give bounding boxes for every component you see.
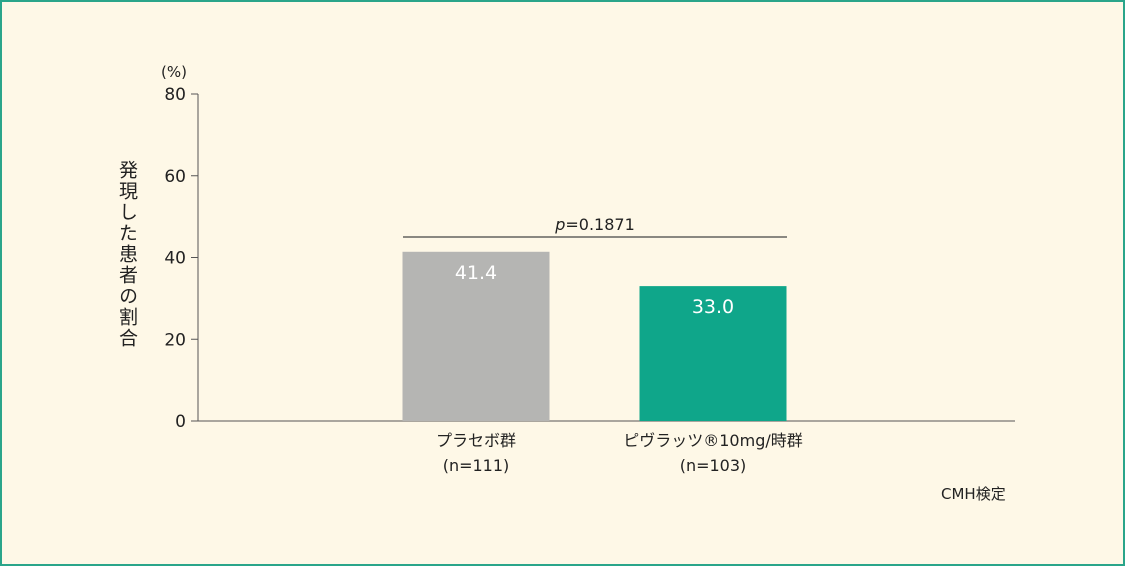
- y-unit-label: (%): [161, 63, 187, 81]
- category-label: プラセボ群: [436, 431, 516, 450]
- category-label: ピヴラッツ®10mg/時群: [623, 431, 803, 450]
- y-tick-label: 60: [164, 167, 186, 187]
- bar: [402, 251, 550, 421]
- pvalue-value: =0.1871: [565, 215, 634, 234]
- y-tick-label: 80: [164, 85, 186, 105]
- test-method-note: CMH検定: [941, 485, 1006, 503]
- bar: [639, 286, 787, 421]
- category-n-label: (n=103): [680, 456, 747, 475]
- category-n-label: (n=111): [443, 456, 510, 475]
- bar-value-label: 41.4: [455, 262, 497, 284]
- bar-value-label: 33.0: [692, 296, 734, 318]
- y-tick-label: 0: [175, 412, 186, 432]
- pvalue-prefix: p: [554, 215, 565, 234]
- y-tick-label: 40: [164, 249, 186, 269]
- pvalue-label: p=0.1871: [554, 215, 635, 234]
- y-tick-label: 20: [164, 330, 186, 350]
- y-axis-label: 発現した患者の割合: [116, 160, 138, 349]
